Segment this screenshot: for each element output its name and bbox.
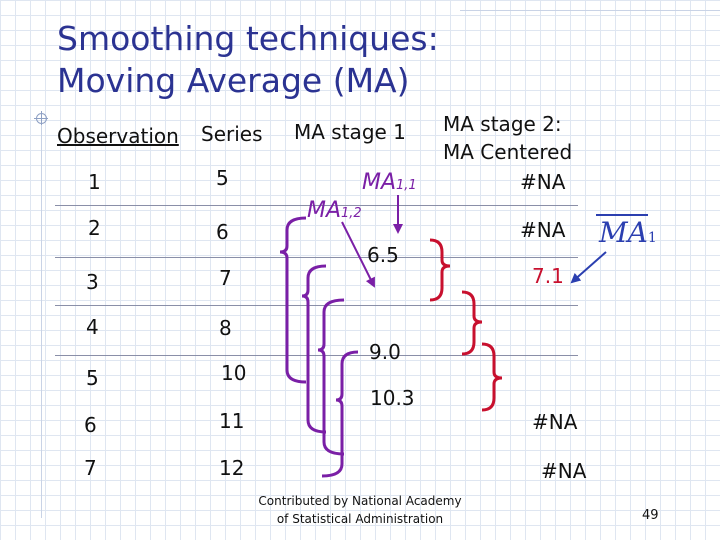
stage1-value: 10.3 — [370, 386, 415, 410]
stage2-na: #NA — [532, 410, 578, 434]
stage1-value: 6.5 — [367, 243, 399, 267]
ma12-label: MA1,2 — [307, 198, 362, 223]
stage2-na: #NA — [520, 218, 566, 242]
footer-credit: Contributed by National Academy of Stati… — [250, 492, 470, 528]
ma11-label: MA1,1 — [362, 170, 417, 195]
series-cell: 5 — [216, 166, 229, 190]
row-divider — [55, 355, 578, 356]
stage2-na: #NA — [520, 170, 566, 194]
stage1-value: 9.0 — [369, 340, 401, 364]
footer-line-2: of Statistical Administration — [276, 512, 444, 526]
series-cell: 11 — [219, 409, 245, 433]
series-cell: 10 — [221, 361, 247, 385]
series-cell: 6 — [216, 220, 229, 244]
row-divider — [55, 257, 578, 258]
obs-cell: 5 — [86, 366, 99, 390]
obs-cell: 3 — [86, 270, 99, 294]
series-cell: 12 — [219, 456, 245, 480]
left-guide-line — [41, 118, 42, 518]
red-brace — [461, 290, 483, 356]
obs-cell: 4 — [86, 315, 99, 339]
title-line-2: Moving Average (MA) — [57, 61, 410, 100]
formula-overbar — [596, 214, 648, 216]
top-decoration-line — [460, 0, 720, 11]
purple-brace — [279, 216, 307, 384]
stage2-value: 7.1 — [532, 264, 564, 288]
arrow-formula — [570, 251, 607, 284]
formula-ma-bar: MA1 — [599, 216, 657, 249]
series-cell: 8 — [219, 316, 232, 340]
red-brace — [429, 238, 451, 302]
row-divider — [55, 205, 578, 206]
series-cell: 7 — [219, 266, 232, 290]
header-series: Series — [201, 122, 263, 146]
header-ma-stage2: MA stage 2: — [443, 112, 562, 136]
header-observation: Observation — [57, 124, 179, 148]
stage2-na: #NA — [541, 459, 587, 483]
header-ma-stage1: MA stage 1 — [294, 120, 406, 144]
obs-cell: 1 — [88, 170, 101, 194]
footer-line-1: Contributed by National Academy — [258, 494, 462, 508]
header-ma-centered: MA Centered — [443, 140, 573, 164]
obs-cell: 2 — [88, 216, 101, 240]
crosshair-icon — [36, 113, 47, 124]
purple-brace — [317, 298, 345, 456]
slide-title: Smoothing techniques: Moving Average (MA… — [57, 18, 439, 102]
red-brace — [481, 342, 503, 412]
purple-brace — [301, 264, 327, 434]
page-number: 49 — [642, 508, 659, 523]
arrow-ma12 — [341, 221, 375, 288]
title-line-1: Smoothing techniques: — [57, 19, 439, 58]
purple-brace — [321, 350, 359, 478]
obs-cell: 6 — [84, 413, 97, 437]
obs-cell: 7 — [84, 456, 97, 480]
row-divider — [55, 305, 578, 306]
